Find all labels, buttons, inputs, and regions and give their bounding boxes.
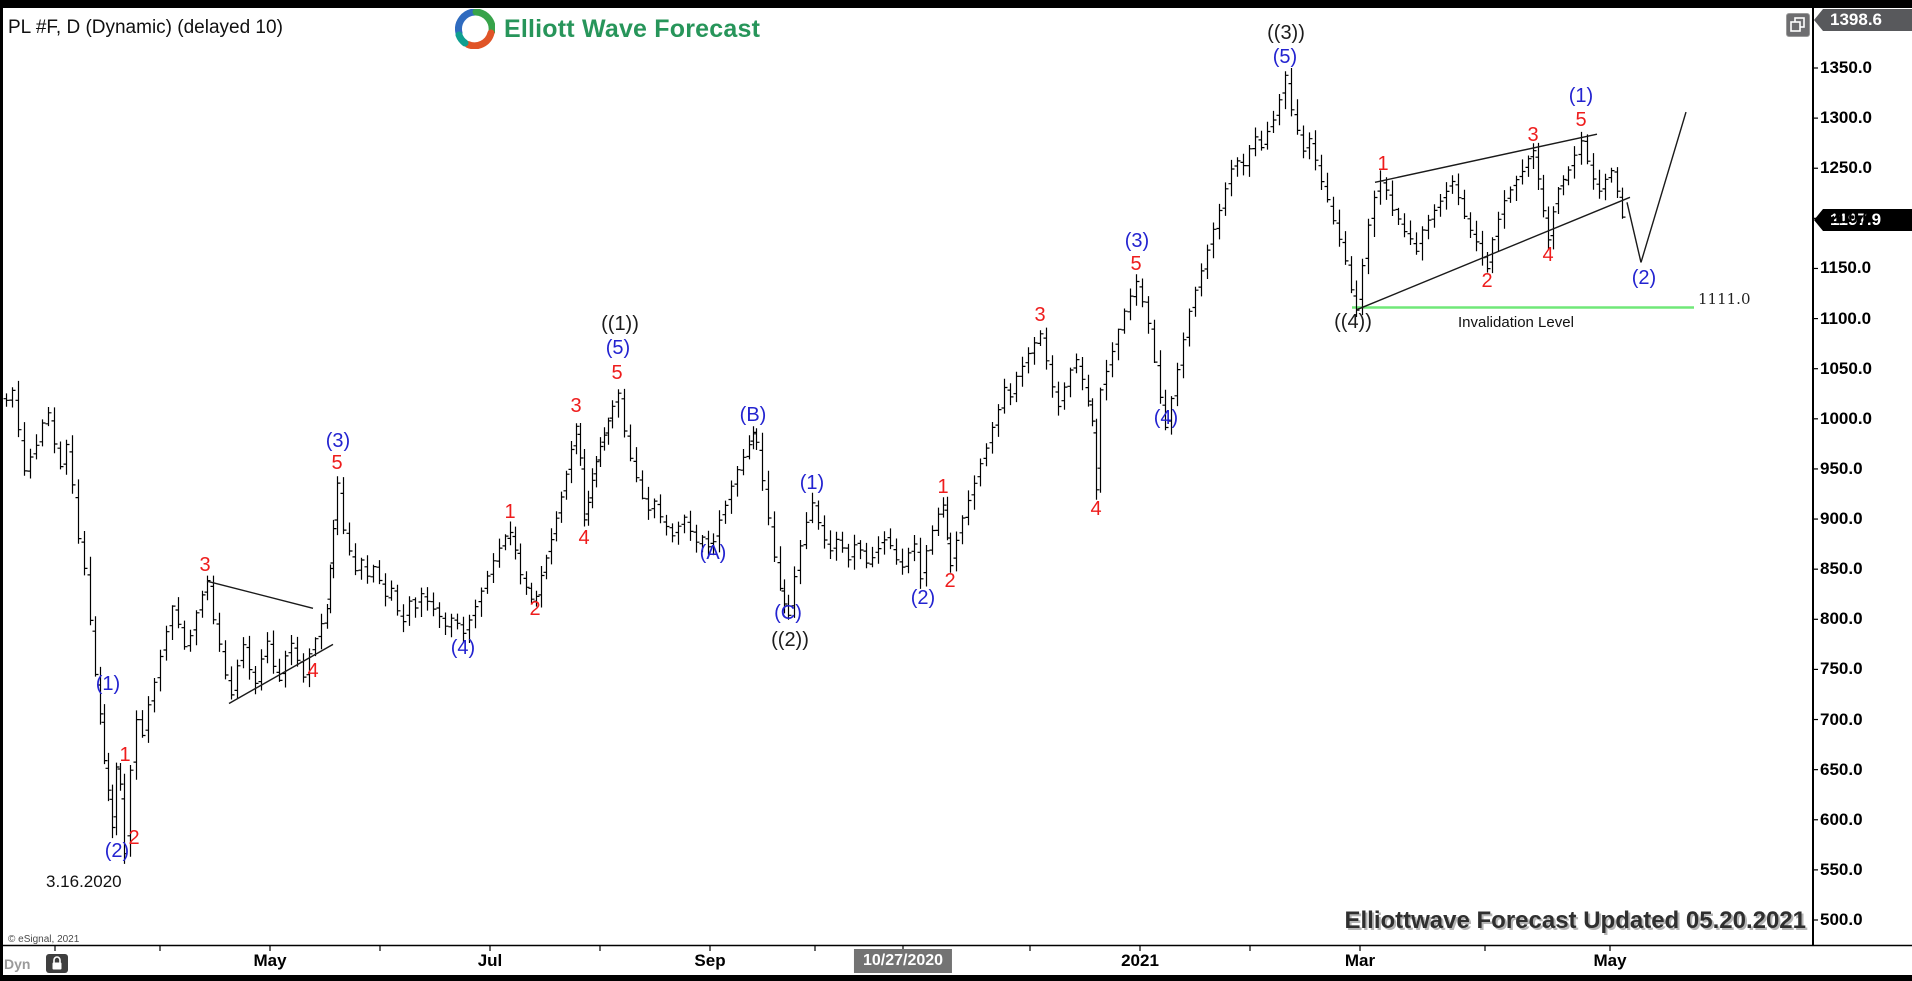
price-tick-label: 600.0	[1820, 809, 1863, 829]
wave-label: 1	[119, 744, 131, 766]
brand-name: Elliott Wave Forecast	[504, 15, 761, 43]
wave-label: 2	[128, 827, 140, 849]
wave-label: (B)	[739, 404, 767, 426]
invalidation-price-label: 1111.0	[1698, 290, 1751, 308]
wave-label: 2	[529, 598, 541, 620]
invalidation-text: Invalidation Level	[1458, 314, 1574, 331]
price-tick-label: 1150.0	[1820, 258, 1872, 278]
forecast-down	[1626, 202, 1642, 263]
wave-label: ((1))	[601, 313, 639, 335]
wave-label: 5	[1575, 109, 1587, 131]
date-tick-label: May	[253, 951, 287, 970]
wave-label: 1	[937, 476, 949, 498]
date-tick-label: Jul	[477, 951, 503, 970]
wave-label: (1)	[95, 673, 121, 695]
dyn-mode-label[interactable]: Dyn	[4, 956, 31, 972]
price-tick-label: 800.0	[1820, 609, 1863, 629]
price-tick-label: 700.0	[1820, 709, 1863, 729]
wave-label: 1	[504, 501, 516, 523]
wave-label: (2)	[104, 840, 130, 862]
price-tick-label: 1350.0	[1820, 58, 1872, 77]
start-date-label: 3.16.2020	[46, 872, 122, 891]
wave-label: 2	[1481, 270, 1493, 292]
wave-label: (1)	[799, 472, 825, 494]
esignal-copyright: © eSignal, 2021	[8, 934, 80, 945]
plot-background	[3, 8, 1812, 946]
triangle-upper	[206, 580, 314, 609]
wave-label: 5	[331, 452, 343, 474]
wave-label: 2	[944, 570, 956, 592]
brand-logo-icon	[455, 8, 496, 50]
wave-label: ((3))	[1267, 22, 1305, 44]
session-high-price-tag: 1398.6	[1814, 9, 1912, 31]
wave-label: 3	[1527, 124, 1539, 146]
wave-label: (2)	[910, 587, 936, 609]
wave-label: (5)	[1272, 46, 1298, 68]
wave-label: 4	[307, 660, 319, 682]
wave-label: 5	[611, 362, 623, 384]
wave-label: ((4))	[1334, 311, 1372, 333]
wave-label: (4)	[450, 637, 476, 659]
price-tick-label: 1050.0	[1820, 358, 1872, 378]
wave-label: 5	[1130, 253, 1142, 275]
wave-label: (C)	[774, 602, 802, 624]
lock-icon[interactable]	[46, 954, 68, 973]
price-tick-label: 1000.0	[1820, 408, 1872, 428]
price-bars	[3, 68, 1626, 864]
forecast-update-note: Elliottwave Forecast Updated 05.20.2021	[1344, 907, 1806, 934]
last-price-tag: 1197.9	[1814, 209, 1912, 231]
date-tick-label: 2021	[1121, 951, 1159, 970]
price-tick-label: 500.0	[1820, 909, 1863, 929]
price-tick-label: 1100.0	[1820, 308, 1872, 328]
date-tick-label: Sep	[694, 951, 726, 970]
wave-label: 4	[1090, 498, 1102, 520]
price-tick-label: 650.0	[1820, 759, 1863, 779]
wave-label: (5)	[605, 337, 631, 359]
chart-title: PL #F, D (Dynamic) (delayed 10)	[8, 17, 283, 38]
price-tick-label: 550.0	[1820, 859, 1863, 879]
price-tick-label: 1200.0	[1820, 208, 1872, 228]
date-axis[interactable]	[3, 946, 1912, 975]
price-tick-label: 950.0	[1820, 458, 1863, 478]
date-highlight-tag: 10/27/2020	[853, 949, 953, 973]
price-tick-label: 1250.0	[1820, 158, 1872, 178]
wave-label: 3	[1034, 304, 1046, 326]
wedge-upper	[1374, 133, 1598, 183]
wave-label: 3	[570, 395, 582, 417]
price-tick-label: 850.0	[1820, 559, 1863, 579]
wave-label: (3)	[1124, 230, 1150, 252]
wave-label: (2)	[1631, 267, 1657, 289]
wave-label: 3	[199, 554, 211, 576]
forecast-up	[1640, 111, 1687, 263]
price-tick-label: 1300.0	[1820, 108, 1872, 128]
date-tick-label: Mar	[1344, 951, 1376, 970]
wave-label: (1)	[1568, 85, 1594, 107]
wedge-lower	[1356, 196, 1631, 311]
wave-label: 4	[1542, 244, 1554, 266]
wave-label: (A)	[699, 542, 727, 564]
price-tick-label: 750.0	[1820, 659, 1863, 679]
wave-label: ((2))	[771, 629, 809, 651]
wave-label: (3)	[325, 430, 351, 452]
price-axis[interactable]	[1814, 8, 1912, 946]
wave-label: (4)	[1153, 407, 1179, 429]
date-tick-label: May	[1593, 951, 1627, 970]
restore-window-button[interactable]	[1786, 13, 1810, 37]
triangle-lower	[228, 643, 334, 705]
price-tick-label: 900.0	[1820, 509, 1863, 529]
wave-label: 4	[578, 527, 590, 549]
wave-label: 1	[1377, 153, 1389, 175]
